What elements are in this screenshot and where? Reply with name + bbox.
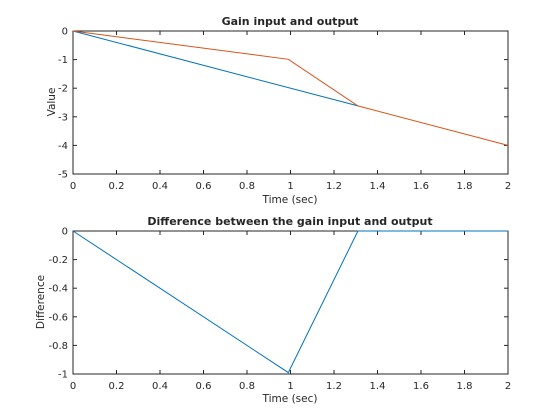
bottom-y-tick-label: -0.6 [48, 312, 68, 323]
bottom-x-tick-label: 0.2 [109, 381, 125, 392]
top-axes-frame [72, 30, 509, 175]
bottom-x-tick-label: 0.6 [196, 381, 212, 392]
top-x-tick-label: 0.2 [109, 181, 125, 192]
top-chart-title: Gain input and output [222, 15, 359, 28]
bottom-x-tick-label: 1 [287, 381, 293, 392]
bottom-x-tick-label: 1.2 [326, 381, 342, 392]
bottom-x-tick-label: 0 [70, 381, 76, 392]
bottom-x-tick-label: 1.4 [370, 381, 386, 392]
top-x-tick-label: 1 [287, 181, 293, 192]
top-y-axis-label: Value [46, 88, 58, 117]
bottom-x-axis-label: Time (sec) [262, 393, 318, 405]
top-y-tick-label: -2 [58, 84, 68, 95]
top-y-tick-label: 0 [62, 27, 68, 38]
bottom-y-tick-label: -0.8 [48, 341, 68, 352]
top-x-tick-label: 1.4 [370, 181, 386, 192]
top-y-tick-label: -1 [58, 55, 68, 66]
top-axes: Gain input and output Time (sec) Value 0… [46, 15, 511, 206]
bottom-x-tick-label: 0.8 [239, 381, 255, 392]
bottom-y-axis-label: Difference [35, 275, 47, 329]
bottom-y-tick-label: -1 [58, 370, 68, 381]
top-series-line-2 [72, 30, 509, 146]
top-y-tick-label: -4 [58, 141, 68, 152]
top-x-tick-label: 1.8 [457, 181, 473, 192]
top-x-axis-label: Time (sec) [262, 194, 318, 206]
bottom-x-tick-label: 1.6 [413, 381, 429, 392]
bottom-y-tick-label: -0.4 [48, 284, 68, 295]
top-y-tick-label: -3 [58, 112, 68, 123]
bottom-y-tick-label: 0 [62, 227, 68, 238]
top-x-tick-label: 2 [505, 181, 511, 192]
top-x-tick-label: 1.2 [326, 181, 342, 192]
bottom-y-tick-label: -0.2 [48, 255, 68, 266]
top-series-line-1 [72, 30, 359, 107]
top-y-tick-label: -5 [58, 170, 68, 181]
bottom-x-tick-label: 1.8 [457, 381, 473, 392]
top-x-tick-label: 0.6 [196, 181, 212, 192]
top-x-tick-label: 0 [70, 181, 76, 192]
bottom-axes-frame [72, 230, 509, 375]
bottom-chart-title: Difference between the gain input and ou… [147, 215, 432, 228]
bottom-x-tick-label: 0.4 [152, 381, 168, 392]
bottom-axes: Difference between the gain input and ou… [35, 215, 511, 405]
top-x-tick-label: 1.6 [413, 181, 429, 192]
bottom-x-tick-label: 2 [505, 381, 511, 392]
bottom-series-line-1 [72, 230, 508, 374]
top-x-tick-label: 0.8 [239, 181, 255, 192]
top-x-tick-label: 0.4 [152, 181, 168, 192]
